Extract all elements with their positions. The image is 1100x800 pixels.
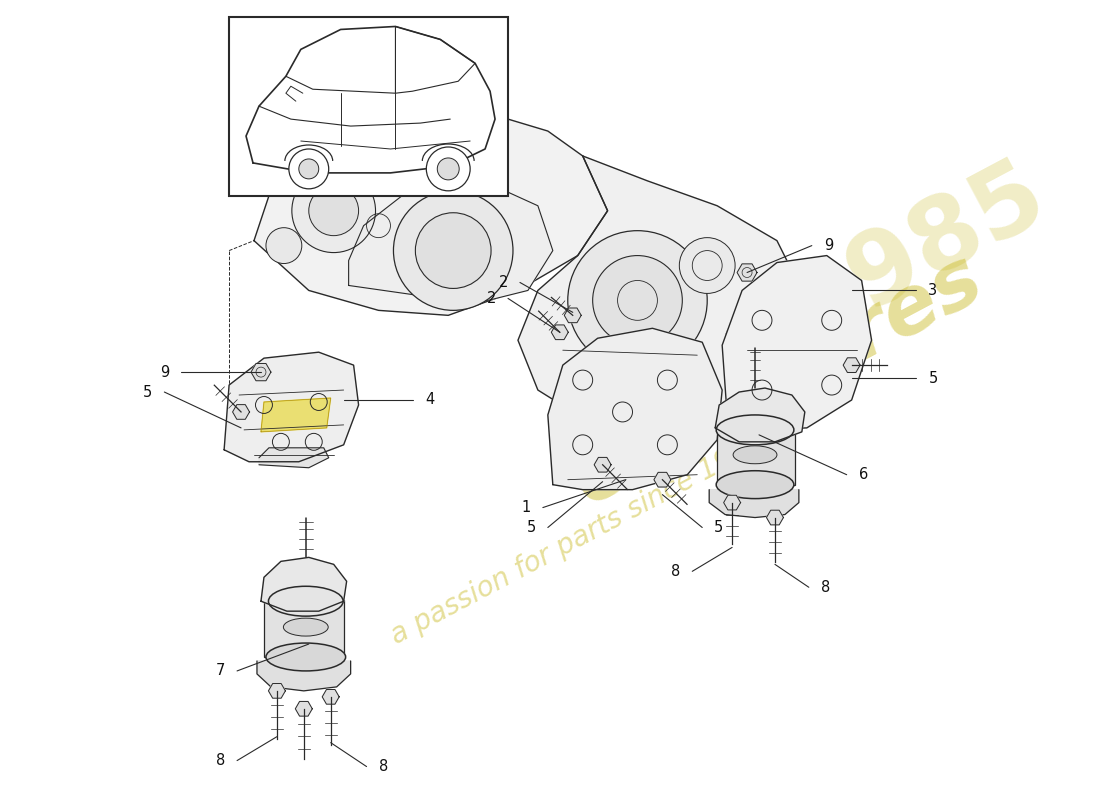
- Circle shape: [593, 255, 682, 346]
- Polygon shape: [724, 495, 740, 510]
- Text: 8: 8: [671, 564, 680, 579]
- Polygon shape: [710, 490, 799, 518]
- Text: 4: 4: [426, 393, 434, 407]
- Text: 9: 9: [824, 238, 833, 253]
- Circle shape: [680, 238, 735, 294]
- Bar: [264, 600, 343, 657]
- Ellipse shape: [716, 415, 794, 445]
- Text: 2: 2: [486, 291, 496, 306]
- Text: 3: 3: [928, 283, 937, 298]
- Circle shape: [266, 228, 301, 263]
- Polygon shape: [349, 181, 553, 300]
- Text: 5: 5: [928, 370, 937, 386]
- Text: euroFores: euroFores: [559, 239, 996, 521]
- Polygon shape: [653, 472, 671, 487]
- Polygon shape: [737, 264, 757, 281]
- Polygon shape: [594, 458, 612, 472]
- Text: a passion for parts since 1985: a passion for parts since 1985: [386, 429, 770, 650]
- Polygon shape: [551, 325, 569, 339]
- Text: 5: 5: [714, 520, 724, 535]
- Ellipse shape: [733, 446, 777, 464]
- Circle shape: [568, 230, 707, 370]
- Ellipse shape: [284, 618, 328, 636]
- Polygon shape: [261, 558, 346, 611]
- Bar: [717, 430, 795, 485]
- Text: 2: 2: [498, 275, 508, 290]
- Polygon shape: [257, 661, 351, 691]
- Polygon shape: [232, 405, 250, 419]
- Circle shape: [416, 213, 491, 289]
- Ellipse shape: [266, 643, 345, 671]
- Text: 8: 8: [378, 759, 388, 774]
- Circle shape: [289, 149, 329, 189]
- Polygon shape: [268, 683, 285, 698]
- Circle shape: [394, 191, 513, 310]
- Polygon shape: [322, 690, 339, 704]
- Polygon shape: [251, 363, 271, 381]
- Polygon shape: [295, 702, 312, 716]
- Text: 8: 8: [821, 580, 830, 594]
- Text: 1985: 1985: [771, 142, 1063, 358]
- Polygon shape: [246, 26, 495, 173]
- Circle shape: [309, 186, 359, 236]
- Polygon shape: [564, 308, 581, 322]
- Text: 5: 5: [527, 520, 536, 535]
- Circle shape: [299, 159, 319, 179]
- Text: 1: 1: [521, 500, 531, 515]
- Polygon shape: [261, 398, 331, 432]
- Circle shape: [725, 318, 769, 362]
- Circle shape: [427, 147, 470, 191]
- Polygon shape: [518, 156, 806, 425]
- Polygon shape: [254, 116, 607, 315]
- Text: 8: 8: [216, 753, 225, 768]
- Bar: [229, 17, 508, 196]
- Ellipse shape: [716, 470, 794, 498]
- Text: 6: 6: [859, 467, 868, 482]
- Text: 5: 5: [143, 385, 153, 399]
- Polygon shape: [844, 358, 860, 373]
- Polygon shape: [258, 448, 329, 468]
- Ellipse shape: [268, 586, 343, 616]
- Circle shape: [438, 158, 459, 180]
- Circle shape: [292, 169, 375, 253]
- Text: 7: 7: [216, 663, 225, 678]
- Text: 9: 9: [161, 365, 169, 380]
- Polygon shape: [715, 388, 805, 442]
- Polygon shape: [767, 510, 783, 525]
- Polygon shape: [723, 255, 871, 430]
- Polygon shape: [548, 328, 723, 490]
- Polygon shape: [224, 352, 359, 462]
